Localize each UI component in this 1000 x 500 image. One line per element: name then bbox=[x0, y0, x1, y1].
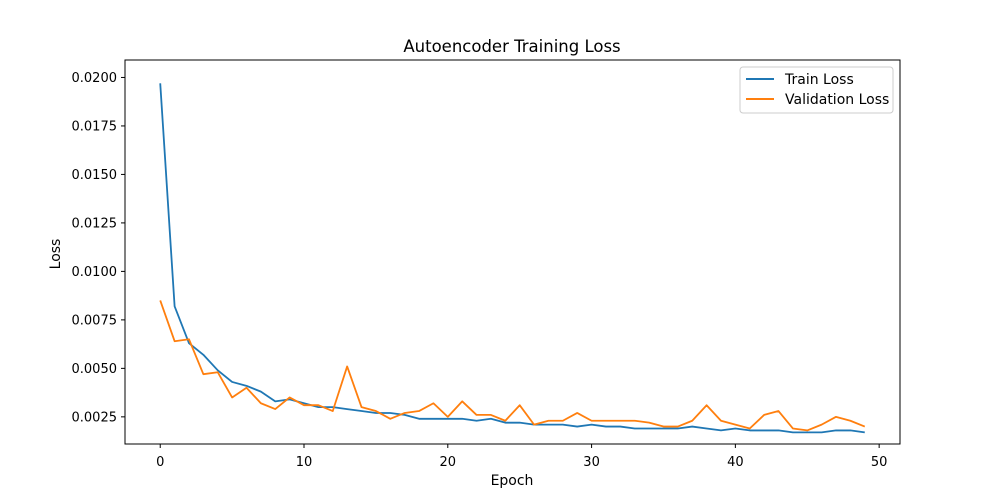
y-tick-label: 0.0100 bbox=[72, 265, 118, 280]
x-tick-label: 50 bbox=[871, 455, 888, 470]
legend-label-validation-loss: Validation Loss bbox=[785, 92, 889, 108]
chart-title: Autoencoder Training Loss bbox=[403, 37, 620, 56]
x-tick-label: 40 bbox=[727, 455, 744, 470]
y-tick-label: 0.0175 bbox=[72, 119, 118, 134]
plot-lines bbox=[159, 83, 866, 434]
x-axis-ticks: 0 10 20 30 40 50 bbox=[156, 444, 887, 470]
y-tick-label: 0.0125 bbox=[72, 216, 118, 231]
series-line-train-loss bbox=[159, 83, 865, 434]
y-tick-label: 0.0200 bbox=[72, 71, 118, 86]
legend-box bbox=[739, 66, 894, 114]
x-tick-label: 0 bbox=[156, 455, 164, 470]
x-tick-label: 10 bbox=[296, 455, 313, 470]
x-tick-label: 20 bbox=[440, 455, 457, 470]
plot-frame bbox=[124, 59, 901, 445]
series-line-validation-loss bbox=[159, 300, 866, 432]
legend-label-train-loss: Train Loss bbox=[784, 72, 854, 88]
y-axis-ticks: 0.0025 0.0050 0.0075 0.0100 0.0125 0.0150 0.01… bbox=[72, 71, 125, 425]
x-tick-label: 30 bbox=[583, 455, 600, 470]
y-tick-label: 0.0150 bbox=[72, 168, 118, 183]
y-tick-label: 0.0075 bbox=[72, 313, 118, 328]
y-tick-label: 0.0050 bbox=[72, 362, 118, 377]
x-axis-label: Epoch bbox=[491, 473, 534, 489]
y-tick-label: 0.0025 bbox=[72, 410, 118, 425]
legend: Train Loss Validation Loss bbox=[739, 66, 894, 114]
y-axis-label: Loss bbox=[48, 239, 64, 270]
